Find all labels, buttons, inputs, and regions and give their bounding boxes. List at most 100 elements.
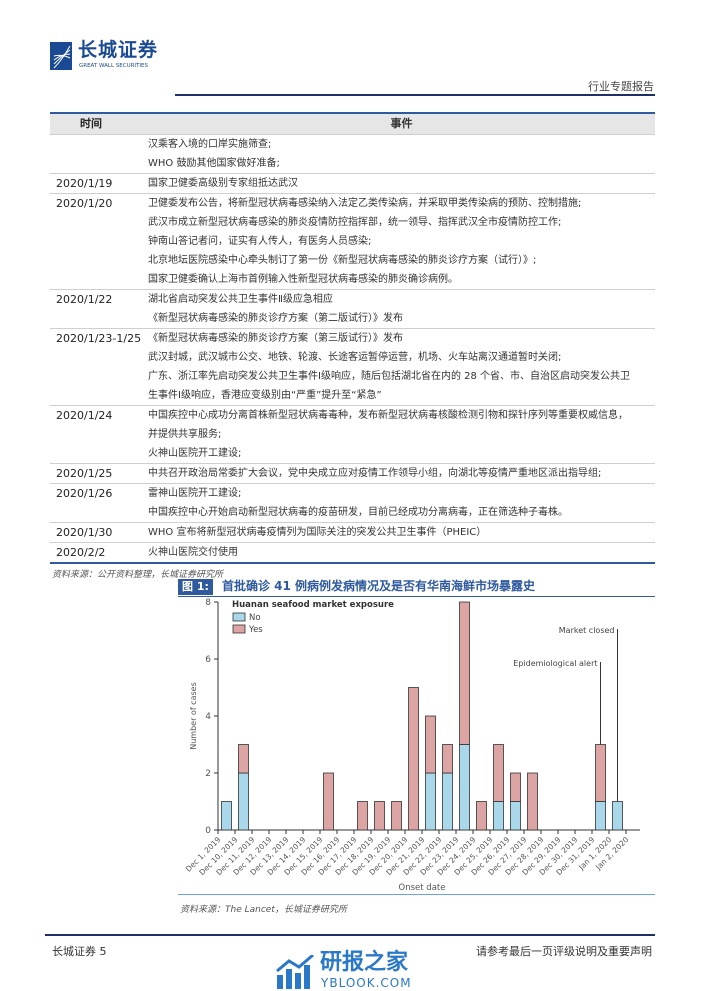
bar-no	[459, 744, 470, 831]
header-event: 事件	[390, 117, 413, 130]
y-tick-label: 2	[205, 769, 211, 779]
legend-swatch-yes	[232, 624, 246, 634]
event-line: 广东、浙江率先启动突发公共卫生事件Ⅰ级响应，随后包括湖北省在内的 28 个省、市…	[148, 371, 631, 382]
event-line: WHO 鼓励其他国家做好准备;	[148, 158, 280, 169]
row-events: 卫健委发布公告，将新型冠状病毒感染纳入法定乙类传染病，并采取甲类传染病的预防、控…	[146, 194, 655, 289]
event-line: 雷神山医院开工建设;	[148, 488, 242, 499]
bar-no	[425, 772, 436, 831]
legend-title: Huanan seafood market exposure	[232, 600, 394, 610]
table-row: 2020/1/20 卫健委发布公告，将新型冠状病毒感染纳入法定乙类传染病，并采取甲…	[50, 194, 655, 290]
bar-no	[221, 801, 232, 831]
event-line: 武汉市成立新型冠状病毒感染的肺炎疫情防控指挥部，统一领导、指挥武汉全市疫情防控工…	[148, 217, 562, 228]
event-line: 火神山医院开工建设;	[148, 448, 242, 459]
figure-title-bar: 图 1: 首批确诊 41 例病例发病情况及是否有华南海鲜市场暴露史	[178, 578, 655, 597]
legend-label-yes: Yes	[248, 625, 263, 635]
watermark-cn: 研报之家	[320, 950, 409, 975]
event-line: 国家卫健委高级别专家组抵达武汉	[148, 178, 298, 189]
event-line: 武汉封城，武汉城市公交、地铁、轮渡、长途客运暂停运营，机场、火车站离汉通道暂时关…	[148, 352, 562, 363]
row-events: WHO 宣布将新型冠状病毒疫情列为国际关注的突发公共卫生事件（PHEIC）	[146, 523, 655, 542]
event-line: 卫健委发布公告，将新型冠状病毒感染纳入法定乙类传染病，并采取甲类传染病的预防、控…	[148, 198, 582, 209]
row-date	[50, 135, 146, 173]
y-axis-label: Number of cases	[189, 682, 198, 750]
event-line: 钟南山答记者问，证实有人传人，有医务人员感染;	[148, 236, 372, 247]
annotation-label: Epidemiological alert	[513, 659, 597, 668]
row-date: 2020/1/25	[56, 467, 113, 480]
event-line: 中共召开政治局常委扩大会议，党中央成立应对疫情工作领导小组，向湖北等疫情严重地区…	[148, 468, 602, 479]
y-tick-label: 6	[205, 655, 211, 665]
legend-label-no: No	[249, 613, 261, 623]
event-line: 火神山医院交付使用	[148, 547, 238, 558]
watermark-chart-icon	[276, 955, 314, 989]
y-tick-label: 0	[205, 826, 211, 836]
x-axis-label: Onset date	[399, 883, 446, 893]
event-line: 北京地坛医院感染中心牵头制订了第一份《新型冠状病毒感染的肺炎诊疗方案（试行）》;	[148, 255, 537, 266]
footer-page: 长城证券 5	[52, 945, 107, 958]
bar-yes	[391, 801, 402, 831]
row-date: 2020/1/23-1/25	[56, 332, 142, 345]
legend-swatch-no	[232, 612, 246, 622]
bar-no	[238, 772, 249, 831]
event-line: 《新型冠状病毒感染的肺炎诊疗方案（第三版试行）》发布	[148, 333, 403, 344]
row-events: 雷神山医院开工建设; 中国疾控中心开始启动新型冠状病毒的疫苗研发，目前已经成功分离…	[146, 484, 655, 522]
bar-yes	[442, 744, 453, 774]
row-date: 2020/1/30	[56, 526, 113, 539]
bar-yes	[527, 772, 538, 831]
figure-divider	[178, 894, 655, 895]
annotation-label: Market closed	[559, 626, 615, 635]
footer-disclaimer: 请参考最后一页评级说明及重要声明	[476, 945, 652, 958]
bar-yes	[425, 715, 436, 774]
row-date: 2020/1/19	[56, 177, 113, 190]
bar-yes	[374, 801, 385, 831]
event-line: 中国疾控中心开始启动新型冠状病毒的疫苗研发，目前已经成功分离病毒，正在筛选种子毒…	[148, 507, 568, 518]
row-events: 中国疾控中心成功分离首株新型冠状病毒毒种，发布新型冠状病毒核酸检测引物和探针序列…	[146, 406, 655, 463]
row-events: 国家卫健委高级别专家组抵达武汉	[146, 174, 655, 193]
row-date: 2020/1/20	[56, 197, 113, 210]
row-events: 《新型冠状病毒感染的肺炎诊疗方案（第三版试行）》发布武汉封城，武汉城市公交、地铁…	[146, 329, 655, 405]
table-row: 2020/1/30 WHO 宣布将新型冠状病毒疫情列为国际关注的突发公共卫生事件（…	[50, 523, 655, 543]
timeline-table: 时间 事件 汉乘客入境的口岸实施筛查; WHO 鼓励其他国家做好准备; 2020/1…	[50, 112, 655, 564]
table-section: 时间 事件 汉乘客入境的口岸实施筛查; WHO 鼓励其他国家做好准备; 2020/1…	[50, 112, 655, 580]
bar-no	[595, 801, 606, 831]
row-events: 火神山医院交付使用	[146, 543, 655, 562]
figure-tag: 图 1:	[178, 579, 213, 595]
row-events: 湖北省启动突发公共卫生事件Ⅱ级应急相应 《新型冠状病毒感染的肺炎诊疗方案（第二版试…	[146, 290, 655, 328]
bar-yes	[510, 772, 521, 802]
bar-no	[612, 801, 623, 831]
table-row: 2020/2/2 火神山医院交付使用	[50, 543, 655, 562]
row-date: 2020/1/26	[56, 487, 113, 500]
table-row: 2020/1/26 雷神山医院开工建设; 中国疾控中心开始启动新型冠状病毒的疫苗研发…	[50, 484, 655, 523]
table-row: 汉乘客入境的口岸实施筛查; WHO 鼓励其他国家做好准备;	[50, 135, 655, 174]
table-header-row: 时间 事件	[50, 114, 655, 135]
table-row: 2020/1/23-1/25 《新型冠状病毒感染的肺炎诊疗方案（第三版试行）》发布…	[50, 329, 655, 406]
header-time: 时间	[80, 117, 102, 130]
watermark: 研报之家 YBLOOK.COM	[275, 950, 435, 991]
logo-text-en: GREAT WALL SECURITIES	[79, 63, 149, 69]
bar-yes	[408, 687, 419, 831]
row-events: 中共召开政治局常委扩大会议，党中央成立应对疫情工作领导小组，向湖北等疫情严重地区…	[146, 464, 655, 483]
bar-yes	[357, 801, 368, 831]
event-line: 国家卫健委确认上海市首例输入性新型冠状病毒感染的肺炎确诊病例。	[148, 274, 458, 285]
y-tick-label: 4	[205, 712, 211, 722]
bar-no	[510, 801, 521, 831]
header-divider	[175, 94, 655, 96]
bar-no	[493, 801, 504, 831]
bar-yes	[493, 744, 504, 802]
event-line: 并提供共享服务;	[148, 429, 222, 440]
report-type: 行业专题报告	[588, 80, 654, 93]
table-row: 2020/1/24 中国疾控中心成功分离首株新型冠状病毒毒种，发布新型冠状病毒核酸…	[50, 406, 655, 464]
table-body: 汉乘客入境的口岸实施筛查; WHO 鼓励其他国家做好准备; 2020/1/19 国家卫…	[50, 135, 655, 562]
table-source: 资料来源：公开资料整理，长城证券研究所	[52, 570, 224, 580]
bar-yes	[459, 601, 470, 745]
table-row: 2020/1/19 国家卫健委高级别专家组抵达武汉	[50, 174, 655, 194]
row-date: 2020/1/24	[56, 409, 113, 422]
table-row: 2020/1/22 湖北省启动突发公共卫生事件Ⅱ级应急相应 《新型冠状病毒感染的肺炎…	[50, 290, 655, 329]
figure-source: 资料来源：The Lancet，长城证券研究所	[180, 905, 347, 915]
bar-yes	[476, 801, 487, 831]
bar-no	[442, 772, 453, 831]
table-row: 2020/1/25 中共召开政治局常委扩大会议，党中央成立应对疫情工作领导小组，向…	[50, 464, 655, 484]
logo-text-cn: 长城证券	[78, 39, 159, 61]
event-line: WHO 宣布将新型冠状病毒疫情列为国际关注的突发公共卫生事件（PHEIC）	[148, 527, 487, 538]
row-events: 汉乘客入境的口岸实施筛查; WHO 鼓励其他国家做好准备;	[146, 135, 655, 173]
event-line: 湖北省启动突发公共卫生事件Ⅱ级应急相应	[148, 294, 333, 305]
